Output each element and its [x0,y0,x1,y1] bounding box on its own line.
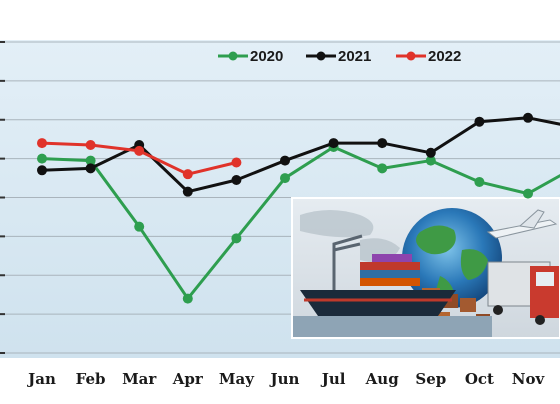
data-point-2022 [85,140,96,151]
x-tick-label: Jul [320,370,346,388]
series-line-2020 [41,145,560,301]
data-point-2020 [523,188,533,199]
legend-marker-2021 [316,51,326,61]
data-point-2021 [85,163,96,174]
data-point-2021 [231,175,242,186]
data-point-2021 [474,116,485,127]
x-tick-label: Apr [172,370,204,388]
data-point-2022 [182,169,193,180]
data-point-2021 [425,147,436,158]
photo-frame [291,197,560,339]
gridlines [0,41,560,354]
legend-label-2022: 2022 [428,48,461,65]
legend-label-2021: 2021 [338,48,371,65]
data-point-2020 [182,293,193,304]
legend-label-2020: 2020 [250,48,283,65]
x-tick-label: Jan [26,370,56,388]
data-point-2021 [377,138,388,149]
data-point-2021 [523,112,533,123]
data-point-2020 [474,176,485,187]
data-point-2020 [85,155,96,166]
data-point-2020 [425,155,436,166]
data-point-2020 [37,153,47,164]
x-tick-label: Jun [269,370,300,388]
x-tick-label: Sep [415,370,446,388]
cargo-transport-photo [292,198,560,338]
x-tick-label: May [219,370,255,388]
x-tick-label: Aug [365,370,400,388]
data-point-2020 [231,233,242,244]
data-point-2022 [37,138,47,149]
x-axis-labels: JanFebMarAprMayJunJulAugSepOctNovDec [26,370,546,388]
data-point-2021 [37,165,47,176]
x-tick-label: Nov [512,370,546,388]
x-tick-label: Mar [122,370,157,388]
data-point-2021 [328,138,339,149]
data-point-2021 [182,186,193,197]
data-point-2020 [377,163,388,174]
series-layer [37,112,560,304]
data-point-2020 [280,173,290,184]
x-tick-label: Oct [465,370,494,388]
data-point-2022 [134,145,145,156]
legend-marker-2020 [228,51,238,61]
x-tick-label: Feb [76,370,106,388]
legend: 2020 2021 2022 [218,48,461,65]
data-point-2022 [231,157,242,168]
data-point-2020 [134,221,145,232]
legend-marker-2022 [406,51,416,61]
data-point-2021 [280,155,290,166]
